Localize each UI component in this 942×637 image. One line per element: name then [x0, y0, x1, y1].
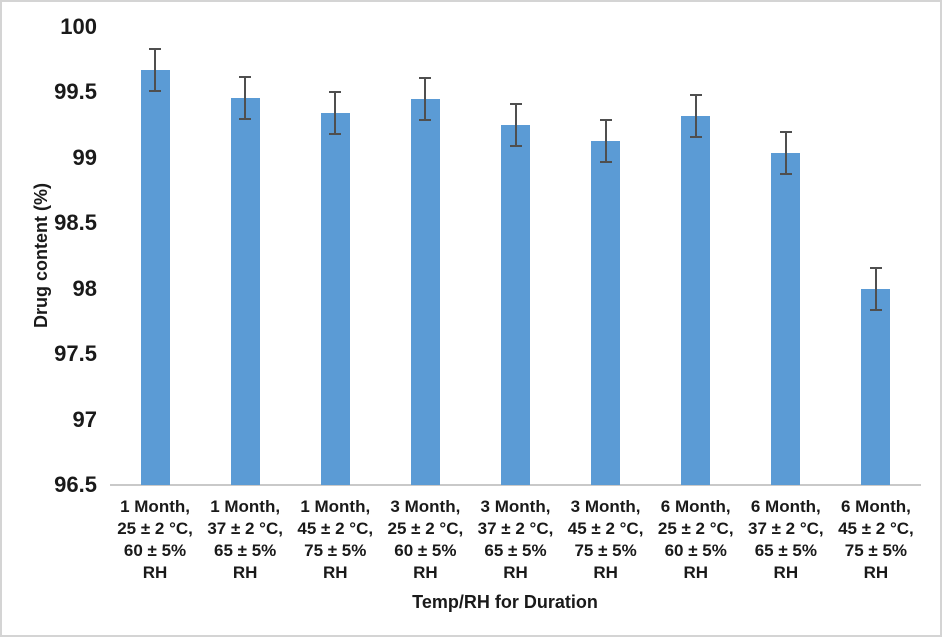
x-category-label-line: 3 Month, — [570, 497, 641, 516]
error-bar — [874, 267, 877, 310]
error-bar — [424, 78, 427, 120]
x-category-label-line: RH — [413, 563, 438, 582]
x-category-label-line: 60 ± 5% — [394, 541, 457, 560]
x-category-label-line: 75 ± 5% — [574, 541, 637, 560]
x-category-label-line: RH — [232, 563, 258, 582]
error-bar-cap — [329, 91, 342, 94]
x-category-label-line: 25 ± 2 °C, — [117, 519, 193, 538]
x-category-label: 1 Month, 45 ± 2 °C, 75 ± 5% RH — [285, 496, 385, 584]
x-category-label: 6 Month, 45 ± 2 °C, 75 ± 5% RH — [826, 496, 926, 584]
y-tick-label: 98 — [72, 275, 97, 301]
bar — [320, 113, 350, 485]
x-category-label-line: RH — [142, 563, 168, 582]
bar — [140, 70, 170, 485]
x-category-label: 3 Month, 37 ± 2 °C, 65 ± 5% RH — [466, 496, 566, 584]
error-bar-cap — [689, 135, 702, 138]
error-bar-cap — [329, 133, 342, 136]
error-bar-cap — [779, 172, 792, 175]
y-tick-label: 99 — [72, 144, 97, 170]
x-category-label-line: 45 ± 2 °C, — [297, 519, 374, 538]
error-bar-cap — [869, 308, 882, 311]
x-category-label-line: 37 ± 2 °C, — [207, 519, 283, 538]
error-bar-cap — [239, 117, 252, 120]
bar — [861, 288, 891, 485]
x-category-label: 3 Month, 45 ± 2 °C, 75 ± 5% RH — [556, 496, 656, 584]
x-category-label-line: 25 ± 2 °C, — [657, 519, 734, 538]
y-tick-label: 99.5 — [54, 79, 97, 105]
error-bar-cap — [509, 145, 522, 148]
x-category-label-line: 6 Month, — [660, 497, 731, 516]
x-category-label: 3 Month, 25 ± 2 °C, 60 ± 5% RH — [375, 496, 475, 584]
x-category-label: 6 Month, 37 ± 2 °C, 65 ± 5% RH — [736, 496, 836, 584]
error-bar-cap — [599, 118, 612, 121]
bar — [681, 115, 711, 485]
x-category-label-line: 6 Month, — [750, 497, 821, 516]
x-category-label-line: 1 Month, — [210, 497, 281, 516]
x-category-label-line: RH — [593, 563, 618, 582]
error-bar-cap — [779, 130, 792, 133]
y-tick-label: 98.5 — [54, 210, 97, 236]
plot-area — [110, 27, 921, 486]
x-axis-title: Temp/RH for Duration — [412, 592, 598, 612]
error-bar-cap — [239, 75, 252, 78]
error-bar-cap — [599, 160, 612, 163]
x-category-label: 6 Month, 25 ± 2 °C, 60 ± 5% RH — [646, 496, 746, 584]
x-category-label-line: 65 ± 5% — [754, 541, 817, 560]
x-category-label-line: 75 ± 5% — [844, 541, 908, 560]
x-category-label-line: RH — [503, 563, 528, 582]
y-tick-label: 100 — [60, 14, 97, 39]
x-category-label-line: 1 Month, — [300, 497, 371, 516]
error-bar-cap — [689, 94, 702, 97]
error-bar-cap — [149, 48, 162, 51]
error-bar-cap — [419, 77, 432, 80]
bar — [501, 125, 530, 485]
x-category-label-line: 6 Month, — [840, 497, 911, 516]
error-bar — [604, 119, 607, 162]
x-category-label-line: 60 ± 5% — [664, 541, 727, 560]
error-bar — [244, 76, 247, 119]
x-category-label-line: 1 Month, — [120, 497, 190, 516]
y-tick-label: 97 — [72, 406, 97, 432]
error-bar-cap — [869, 266, 882, 269]
error-bar — [334, 92, 337, 135]
bar — [230, 97, 260, 485]
x-category-label-line: RH — [322, 563, 348, 582]
bar — [410, 98, 440, 485]
x-category-label-line: 45 ± 2 °C, — [567, 519, 644, 538]
y-tick-label: 97.5 — [54, 341, 97, 367]
bar — [771, 152, 801, 485]
x-category-label-line: RH — [773, 563, 799, 582]
y-tick-label: 96.5 — [54, 472, 97, 497]
bar — [591, 140, 621, 485]
x-category-label-line: 65 ± 5% — [484, 541, 547, 560]
x-category-label-line: 75 ± 5% — [304, 541, 367, 560]
x-category-label: 1 Month, 37 ± 2 °C, 65 ± 5% RH — [195, 496, 295, 584]
error-bar-cap — [149, 90, 162, 93]
x-category-label-line: 3 Month, — [390, 497, 461, 516]
x-axis-line — [110, 484, 921, 486]
x-category-label-line: 37 ± 2 °C, — [747, 519, 824, 538]
x-category-label-line: 60 ± 5% — [123, 541, 187, 560]
error-bar-cap — [509, 103, 522, 106]
x-category-label-line: 25 ± 2 °C, — [387, 519, 464, 538]
error-bar — [784, 131, 787, 174]
x-category-label-line: 45 ± 2 °C, — [838, 519, 914, 538]
error-bar — [694, 95, 697, 137]
x-category-label-line: 37 ± 2 °C, — [477, 519, 554, 538]
y-axis-title: Drug content (%) — [30, 182, 51, 328]
error-bar-cap — [419, 118, 432, 121]
x-category-label-line: 65 ± 5% — [214, 541, 277, 560]
x-category-label-line: RH — [683, 563, 708, 582]
error-bar — [154, 49, 157, 92]
error-bar — [514, 104, 517, 147]
x-category-label-line: 3 Month, — [480, 497, 551, 516]
x-category-label: 1 Month, 25 ± 2 °C, 60 ± 5% RH — [105, 496, 205, 584]
x-category-label-line: RH — [863, 563, 889, 582]
